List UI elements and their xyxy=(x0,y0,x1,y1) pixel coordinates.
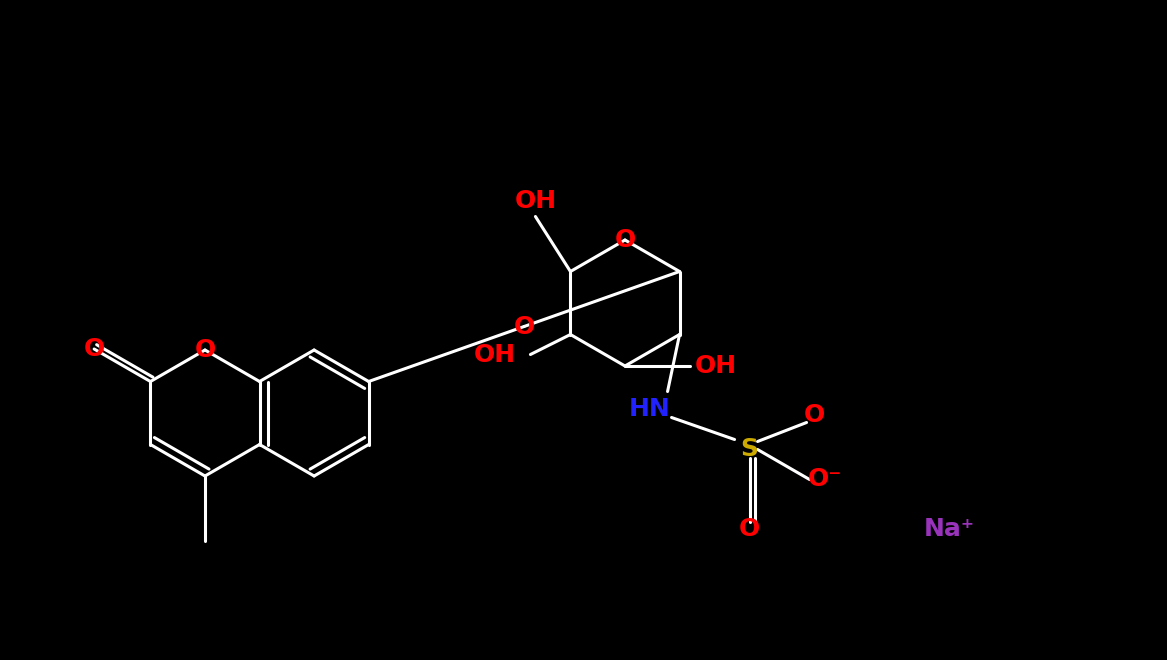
Text: OH: OH xyxy=(474,343,516,366)
Text: O: O xyxy=(84,337,105,361)
Text: O: O xyxy=(614,228,636,252)
Text: S: S xyxy=(741,438,759,461)
Text: O: O xyxy=(195,338,216,362)
Text: O⁻: O⁻ xyxy=(808,467,841,492)
Text: O: O xyxy=(739,517,760,541)
Text: O: O xyxy=(804,403,825,426)
Text: O: O xyxy=(513,315,534,339)
Text: Na⁺: Na⁺ xyxy=(924,517,976,541)
Text: OH: OH xyxy=(515,189,557,213)
Text: OH: OH xyxy=(696,354,738,378)
Text: HN: HN xyxy=(629,397,670,422)
